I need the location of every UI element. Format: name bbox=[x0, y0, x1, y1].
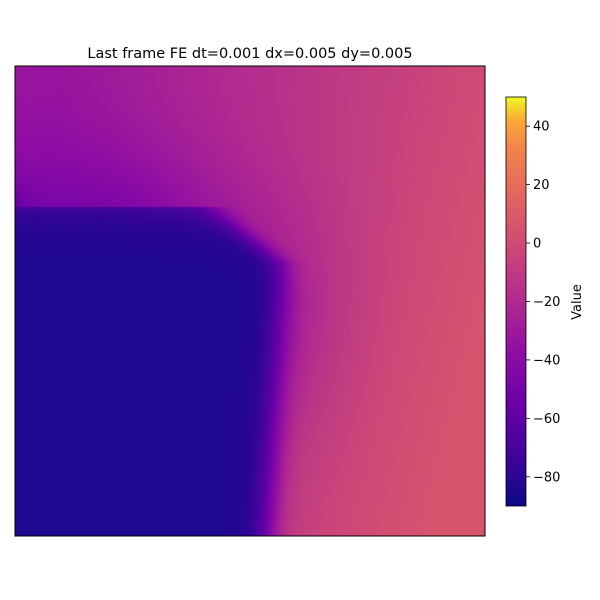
heatmap-canvas bbox=[15, 66, 485, 536]
colorbar-tick-label: −20 bbox=[533, 295, 560, 310]
colorbar-label: Value bbox=[570, 284, 585, 320]
colorbar-tick-label: 40 bbox=[533, 120, 550, 135]
colorbar-tick-label: −40 bbox=[533, 353, 560, 368]
colorbar-ticks: 40 20 0 −20 −40 −60 −80 bbox=[526, 120, 560, 485]
colorbar: 40 20 0 −20 −40 −60 −80 Value bbox=[505, 96, 585, 507]
colorbar-tick-label: −60 bbox=[533, 412, 560, 427]
chart-title: Last frame FE dt=0.001 dx=0.005 dy=0.005 bbox=[87, 46, 412, 62]
colorbar-tick-label: 20 bbox=[533, 178, 550, 193]
colorbar-gradient bbox=[506, 97, 526, 506]
colorbar-tick-label: −80 bbox=[533, 470, 560, 485]
colorbar-tick-label: 0 bbox=[533, 237, 541, 252]
heatmap-plot-area bbox=[15, 66, 485, 536]
plot-frame bbox=[14, 65, 486, 537]
